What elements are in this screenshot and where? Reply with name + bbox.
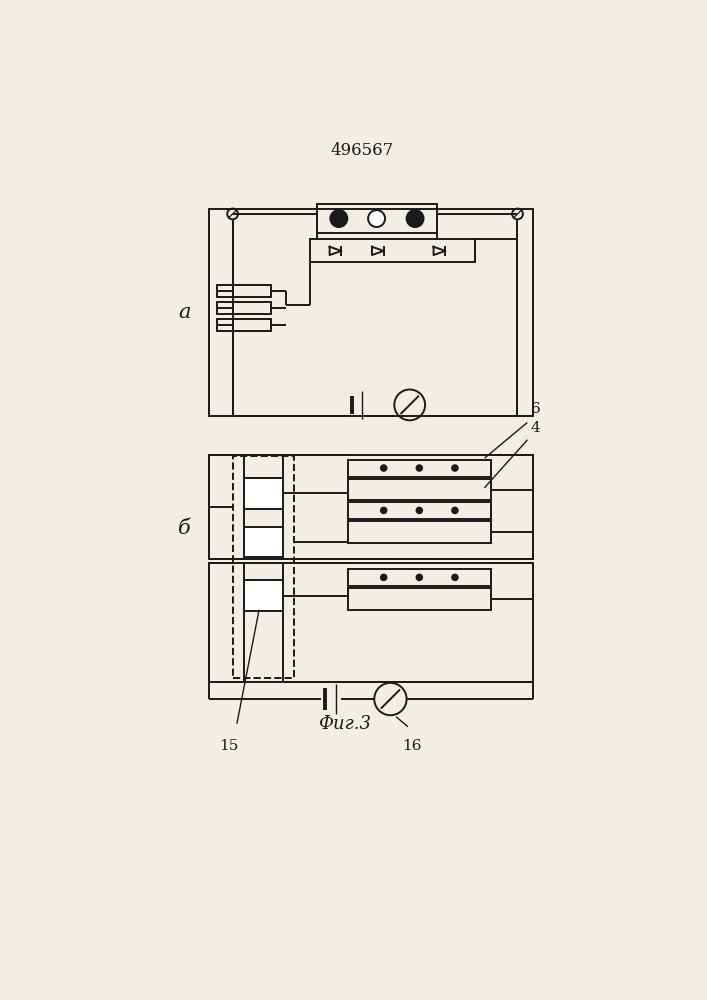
Bar	[348, 588, 491, 610]
Bar	[348, 479, 491, 500]
Bar	[348, 502, 491, 519]
Circle shape	[416, 574, 422, 580]
Text: 15: 15	[219, 739, 238, 753]
Bar	[348, 569, 491, 586]
Circle shape	[380, 507, 387, 513]
Circle shape	[368, 210, 385, 227]
Bar	[348, 460, 491, 477]
Circle shape	[330, 210, 347, 227]
Text: б: б	[178, 519, 191, 538]
Circle shape	[380, 465, 387, 471]
Circle shape	[452, 574, 458, 580]
Circle shape	[416, 507, 422, 513]
Circle shape	[416, 465, 422, 471]
Bar	[317, 204, 437, 233]
Bar	[348, 521, 491, 543]
Bar	[244, 580, 283, 611]
Bar	[209, 563, 533, 682]
Bar	[217, 319, 271, 331]
Circle shape	[452, 507, 458, 513]
Text: 4: 4	[530, 421, 540, 435]
Text: а: а	[179, 303, 191, 322]
Circle shape	[380, 574, 387, 580]
Bar	[233, 456, 294, 678]
Bar	[209, 455, 533, 559]
Bar	[209, 209, 533, 416]
Circle shape	[407, 210, 423, 227]
Bar	[217, 302, 271, 314]
Text: 496567: 496567	[330, 142, 394, 159]
Bar	[217, 285, 271, 297]
Bar	[244, 527, 283, 557]
Text: Фиг.3: Фиг.3	[317, 715, 370, 733]
Bar	[244, 478, 283, 509]
Bar	[310, 239, 475, 262]
Text: 16: 16	[402, 739, 422, 753]
Circle shape	[452, 465, 458, 471]
Text: 6: 6	[530, 402, 540, 416]
